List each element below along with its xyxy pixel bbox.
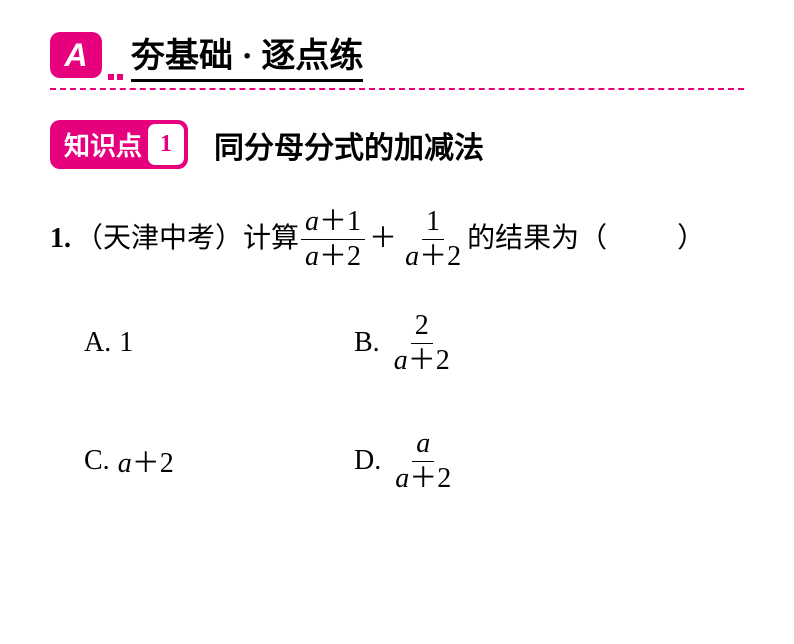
section-header: A 夯基础 · 逐点练: [50, 28, 744, 82]
option-D-fraction: a a＋2: [391, 427, 455, 495]
fraction-1-denominator: a＋2: [301, 240, 365, 274]
knowledge-badge: 知识点 1: [50, 120, 188, 169]
question-source: （天津中考）: [75, 214, 243, 264]
section-title: 夯基础 · 逐点练: [131, 28, 363, 82]
option-C-label: C.: [84, 445, 110, 477]
option-B-denominator: a＋2: [390, 344, 454, 378]
decorative-dots: [108, 74, 123, 80]
section-badge-letter: A: [64, 37, 87, 74]
question-number: 1.: [50, 214, 71, 264]
fraction-2-numerator: 1: [422, 205, 444, 240]
knowledge-title: 同分母分式的加减法: [214, 123, 484, 167]
option-C: C. a＋2: [84, 427, 354, 495]
option-A-value: 1: [119, 327, 133, 359]
fraction-2-denominator: a＋2: [401, 240, 465, 274]
dashed-divider: [50, 88, 744, 90]
knowledge-label: 知识点: [64, 126, 142, 163]
option-A: A. 1: [84, 309, 354, 377]
question-prefix: 计算: [243, 214, 299, 264]
option-A-label: A.: [84, 327, 111, 359]
dot-icon: [117, 74, 123, 80]
option-D-label: D.: [354, 445, 381, 477]
option-B-label: B.: [354, 327, 380, 359]
options-grid: A. 1 B. 2 a＋2 C. a＋2 D. a a＋2: [84, 309, 744, 495]
dot-icon: [108, 74, 114, 80]
knowledge-point-row: 知识点 1 同分母分式的加减法: [50, 120, 744, 169]
option-D-denominator: a＋2: [391, 462, 455, 496]
option-B-numerator: 2: [411, 309, 433, 344]
section-badge: A: [50, 32, 102, 78]
question-suffix: 的结果为（: [467, 214, 607, 264]
option-C-value: a＋2: [118, 441, 174, 481]
option-D-numerator: a: [412, 427, 434, 462]
fraction-1-numerator: a＋1: [301, 205, 365, 240]
option-B: B. 2 a＋2: [354, 309, 624, 377]
option-D: D. a a＋2: [354, 427, 624, 495]
plus-operator: ＋: [369, 214, 397, 264]
paren-close: ）: [677, 214, 705, 264]
fraction-2: 1 a＋2: [401, 205, 465, 273]
question-row: 1. （天津中考） 计算 a＋1 a＋2 ＋ 1 a＋2 的结果为（ ）: [50, 205, 744, 273]
fraction-1: a＋1 a＋2: [301, 205, 365, 273]
option-B-fraction: 2 a＋2: [390, 309, 454, 377]
knowledge-number: 1: [148, 124, 184, 165]
